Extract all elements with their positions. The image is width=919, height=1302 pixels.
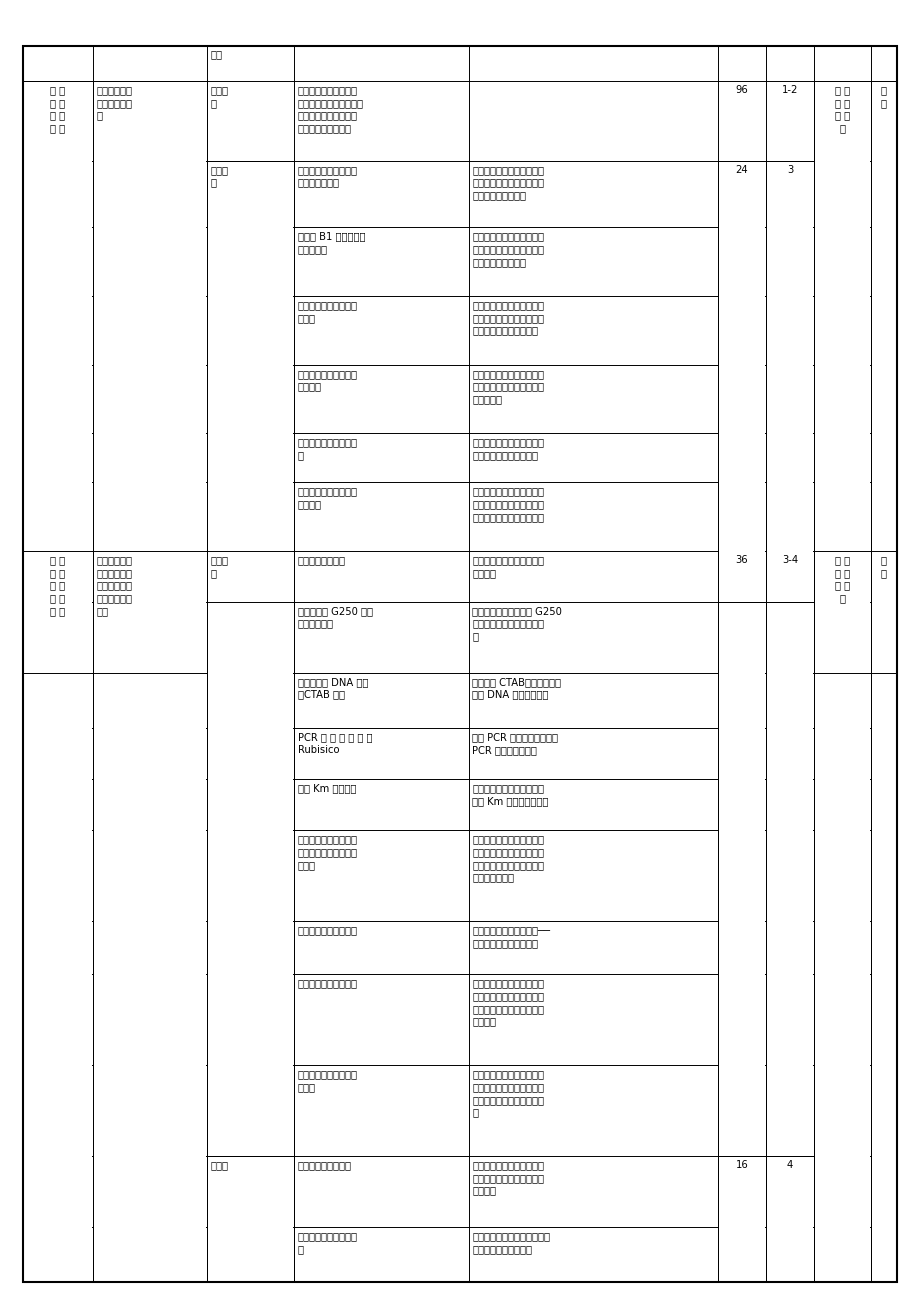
Bar: [870, 551, 896, 1282]
Bar: [717, 161, 766, 602]
Bar: [207, 161, 294, 602]
Text: 掌握过氧化物酶活性测定──
愈创木酚法的原理与方法: 掌握过氧化物酶活性测定── 愈创木酚法的原理与方法: [472, 924, 550, 948]
Text: 96: 96: [734, 85, 747, 95]
Text: 生物物质与能
量代谢过程及
利用，动物生
理和解剖实际
操作: 生物物质与能 量代谢过程及 利用，动物生 理和解剖实际 操作: [96, 555, 132, 616]
Text: 1-2: 1-2: [781, 85, 798, 95]
Text: 掌握电泳技术的原理、方法
及凝胶配制等知识，熟悉主
要操作过程，同时增强对同
工酶的感性认识: 掌握电泳技术的原理、方法 及凝胶配制等知识，熟悉主 要操作过程，同时增强对同 工…: [472, 835, 544, 883]
Text: 化学仪器的使用；化学
常数测定；药品的配制；
化学物质含量测定；物
质鉴定、纯度分析等: 化学仪器的使用；化学 常数测定；药品的配制； 化学物质含量测定；物 质鉴定、纯度…: [298, 85, 363, 133]
Text: 维生素 B1 的荧光特性
和含量测定: 维生素 B1 的荧光特性 和含量测定: [298, 232, 365, 254]
Text: 4: 4: [786, 1160, 792, 1170]
Text: 观察电刺激神经引起肌肉的
反应，掌握骨骼肌兴奋收缩
偶联机制: 观察电刺激神经引起肌肉的 反应，掌握骨骼肌兴奋收缩 偶联机制: [472, 1160, 544, 1195]
Bar: [718, 161, 765, 602]
Text: 脲酶 Km 值的测定: 脲酶 Km 值的测定: [298, 784, 356, 793]
Text: 仪器分
析: 仪器分 析: [210, 165, 228, 187]
Text: 掌握荧光的产生及其定性和
定量的方法原理；掌握荧光
仪的仪器构造和使用: 掌握荧光的产生及其定性和 定量的方法原理；掌握荧光 仪的仪器构造和使用: [472, 232, 544, 267]
Text: 3-4: 3-4: [781, 555, 797, 565]
Text: 红外光谱对未知样的定
性分析: 红外光谱对未知样的定 性分析: [298, 299, 357, 323]
Text: 植物基因组 DNA 提取
（CTAB 法）: 植物基因组 DNA 提取 （CTAB 法）: [298, 677, 368, 699]
Bar: [207, 552, 293, 1155]
Bar: [718, 603, 765, 1155]
Text: 掌握高效液相色谱法定性、
定量的应用及仪器构造和使
用；掌握影响柱效能的因素: 掌握高效液相色谱法定性、 定量的应用及仪器构造和使 用；掌握影响柱效能的因素: [472, 486, 544, 522]
Bar: [24, 82, 92, 672]
Bar: [207, 1156, 294, 1282]
Text: 掌握纸层析法的一般原理和
操作技术: 掌握纸层析法的一般原理和 操作技术: [472, 555, 544, 578]
Bar: [207, 161, 293, 602]
Bar: [813, 81, 870, 673]
Text: 实 验
操 作
及 报
告: 实 验 操 作 及 报 告: [834, 85, 849, 133]
Text: 实验化
学: 实验化 学: [210, 85, 228, 108]
Text: 掌握运用 CTAB法从植物叶片
提取 DNA 的原理和方法: 掌握运用 CTAB法从植物叶片 提取 DNA 的原理和方法: [472, 677, 561, 699]
Text: 实 验
操 作
及 报
告: 实 验 操 作 及 报 告: [834, 555, 849, 603]
Bar: [766, 1156, 813, 1282]
Bar: [93, 551, 206, 1282]
Text: 气相色谱法测定混合样
品: 气相色谱法测定混合样 品: [298, 437, 357, 460]
Bar: [207, 551, 294, 1156]
Text: 高效液相色谱法柱效能
的测定等: 高效液相色谱法柱效能 的测定等: [298, 486, 357, 509]
Bar: [814, 552, 869, 1281]
Text: 校
内: 校 内: [879, 85, 886, 108]
Bar: [207, 1157, 293, 1281]
Text: 了解脑内乙酰胆碱测定方法，
掌握脑内神经递质作用: 了解脑内乙酰胆碱测定方法， 掌握脑内神经递质作用: [472, 1230, 550, 1254]
Bar: [766, 602, 813, 1156]
Text: 脑内乙酰胆碱的定性测
定: 脑内乙酰胆碱的定性测 定: [298, 1230, 357, 1254]
Bar: [93, 81, 206, 673]
Text: 学会和掌握考马斯亮蓝 G250
测定蛋白质含量的原理和方
法: 学会和掌握考马斯亮蓝 G250 测定蛋白质含量的原理和方 法: [472, 605, 562, 642]
Text: PCR 扩 增 小 麦 基 因
Rubisico: PCR 扩 增 小 麦 基 因 Rubisico: [298, 732, 371, 755]
Text: 聚丙烯酰胺凝胶电泳分
离小麦幼苗过氧化物酶
同工酶: 聚丙烯酰胺凝胶电泳分 离小麦幼苗过氧化物酶 同工酶: [298, 835, 357, 870]
Bar: [766, 161, 812, 602]
Bar: [23, 81, 93, 673]
Text: 掌握 PCR 技术的原理，学会
PCR 的实验操作方法: 掌握 PCR 技术的原理，学会 PCR 的实验操作方法: [472, 732, 558, 755]
Bar: [870, 82, 895, 672]
Bar: [766, 161, 813, 602]
Text: 生理学: 生理学: [210, 1160, 228, 1170]
Text: 生物化
学: 生物化 学: [210, 555, 228, 578]
Bar: [870, 552, 895, 1281]
Text: 36: 36: [735, 555, 747, 565]
Text: 掌握气相色谱法定性、定量
的应用及仪器构造和使用: 掌握气相色谱法定性、定量 的应用及仪器构造和使用: [472, 437, 544, 460]
Text: 过氧化物酶活性的测定: 过氧化物酶活性的测定: [298, 924, 357, 935]
Bar: [766, 603, 812, 1155]
Text: 动物组织兴奋性观察: 动物组织兴奋性观察: [298, 1160, 351, 1170]
Text: 掌握双倒数作图法测定米氏
常数 Km 值的原理和方法: 掌握双倒数作图法测定米氏 常数 Km 值的原理和方法: [472, 784, 549, 806]
Bar: [717, 1156, 766, 1282]
Text: 糖酵解中间产物的鉴定: 糖酵解中间产物的鉴定: [298, 978, 357, 988]
Text: 掌握红外光谱法推断化合物
结构的原理方法及红外分光
光度计的仪器构造和使用: 掌握红外光谱法推断化合物 结构的原理方法及红外分光 光度计的仪器构造和使用: [472, 299, 544, 336]
Text: 考马斯亮蓝 G250 法测
定蛋白质含量: 考马斯亮蓝 G250 法测 定蛋白质含量: [298, 605, 372, 629]
Text: 原子吸收分光光度法测
定水中钙: 原子吸收分光光度法测 定水中钙: [298, 368, 357, 392]
Bar: [23, 551, 93, 1282]
Text: 植物组织中丙二醛含量
的测定: 植物组织中丙二醛含量 的测定: [298, 1069, 357, 1092]
Bar: [94, 552, 206, 1281]
Text: 氨基酸的纸层析法: 氨基酸的纸层析法: [298, 555, 346, 565]
Text: 邻菲哆啉分光光度法测
定水中的微量铁: 邻菲哆啉分光光度法测 定水中的微量铁: [298, 165, 357, 187]
Text: 了解利用专一性的酶抑制剂
研究代谢中间步骤的原理和
方法，增加对糖酵解过程的
感性认识: 了解利用专一性的酶抑制剂 研究代谢中间步骤的原理和 方法，增加对糖酵解过程的 感…: [472, 978, 544, 1027]
Text: 了解测定植物组织中丙二醛
含量的意义，掌握植物体内
丙二醛含量测定的原理及方
法: 了解测定植物组织中丙二醛 含量的意义，掌握植物体内 丙二醛含量测定的原理及方 法: [472, 1069, 544, 1117]
Bar: [24, 552, 92, 1281]
Text: 掌握影响化合物最大吸收波
长的因素及紫外可见分光光
度计仪器构造和使用: 掌握影响化合物最大吸收波 长的因素及紫外可见分光光 度计仪器构造和使用: [472, 165, 544, 201]
Bar: [813, 551, 870, 1282]
Text: 24: 24: [735, 165, 747, 174]
Text: 生 物
生 理
代 谢
研 究
能 力: 生 物 生 理 代 谢 研 究 能 力: [51, 555, 65, 616]
Bar: [870, 81, 896, 673]
Bar: [766, 1157, 812, 1281]
Bar: [718, 1157, 765, 1281]
Text: 化学分析和实
际动手操作能
力: 化学分析和实 际动手操作能 力: [96, 85, 132, 121]
Text: 化 学
实 验
操 作
能 力: 化 学 实 验 操 作 能 力: [51, 85, 65, 133]
Text: 3: 3: [786, 165, 792, 174]
Text: 掌握原子吸收分光光度法在
定量分析中的应用及其仪器
构造和使用: 掌握原子吸收分光光度法在 定量分析中的应用及其仪器 构造和使用: [472, 368, 544, 405]
Bar: [94, 82, 206, 672]
Bar: [717, 602, 766, 1156]
Text: 16: 16: [734, 1160, 747, 1170]
Bar: [814, 82, 869, 672]
Text: 校
内: 校 内: [879, 555, 886, 578]
Text: 设计: 设计: [210, 49, 222, 60]
